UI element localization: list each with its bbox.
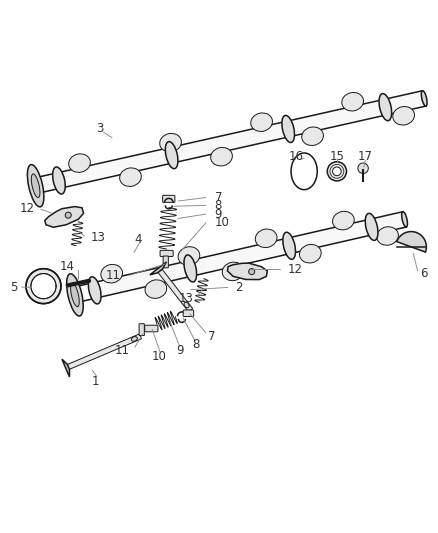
Ellipse shape <box>131 336 138 341</box>
Ellipse shape <box>69 154 90 172</box>
FancyBboxPatch shape <box>183 310 194 317</box>
Text: 5: 5 <box>10 280 17 294</box>
Text: 9: 9 <box>215 208 222 221</box>
Ellipse shape <box>71 283 79 306</box>
Ellipse shape <box>402 212 407 227</box>
Circle shape <box>31 273 56 298</box>
Ellipse shape <box>53 167 65 194</box>
Ellipse shape <box>28 165 44 207</box>
Circle shape <box>332 167 341 176</box>
Ellipse shape <box>291 153 317 190</box>
Text: 12: 12 <box>288 263 303 276</box>
Ellipse shape <box>379 94 392 120</box>
Polygon shape <box>227 263 267 280</box>
Text: 16: 16 <box>289 150 304 163</box>
Ellipse shape <box>88 277 101 304</box>
Ellipse shape <box>283 232 296 260</box>
Polygon shape <box>62 359 70 377</box>
Polygon shape <box>45 207 84 227</box>
Ellipse shape <box>421 91 427 106</box>
Text: 15: 15 <box>329 150 344 163</box>
Text: 10: 10 <box>151 350 166 362</box>
FancyBboxPatch shape <box>139 324 145 335</box>
Ellipse shape <box>165 142 178 169</box>
Text: 10: 10 <box>215 216 230 229</box>
Polygon shape <box>34 91 426 193</box>
Ellipse shape <box>255 229 277 247</box>
Text: 3: 3 <box>96 122 104 135</box>
Ellipse shape <box>184 255 197 282</box>
Text: 1: 1 <box>92 375 99 388</box>
Circle shape <box>65 212 71 218</box>
Polygon shape <box>158 269 193 312</box>
Circle shape <box>327 161 346 181</box>
Text: 13: 13 <box>179 292 194 305</box>
Ellipse shape <box>393 107 414 125</box>
Text: 14: 14 <box>60 260 75 273</box>
Ellipse shape <box>184 302 189 308</box>
Ellipse shape <box>251 113 272 132</box>
Ellipse shape <box>67 274 83 316</box>
Polygon shape <box>150 262 166 275</box>
Text: 17: 17 <box>358 150 373 163</box>
Text: 4: 4 <box>134 233 142 246</box>
Ellipse shape <box>101 264 123 283</box>
Text: 8: 8 <box>193 338 200 351</box>
Text: 11: 11 <box>114 344 130 357</box>
Text: 2: 2 <box>236 281 243 294</box>
Ellipse shape <box>32 174 40 198</box>
Ellipse shape <box>377 227 399 245</box>
Circle shape <box>249 269 255 274</box>
Ellipse shape <box>145 280 167 298</box>
Text: 7: 7 <box>215 191 222 204</box>
Wedge shape <box>397 231 426 252</box>
Text: 8: 8 <box>215 199 222 212</box>
Text: 9: 9 <box>176 344 184 357</box>
Circle shape <box>26 269 61 304</box>
Text: 6: 6 <box>420 268 427 280</box>
Polygon shape <box>73 212 406 303</box>
FancyBboxPatch shape <box>160 251 173 256</box>
FancyBboxPatch shape <box>162 195 175 203</box>
Text: 13: 13 <box>90 231 105 244</box>
Ellipse shape <box>342 92 364 111</box>
Ellipse shape <box>120 168 141 187</box>
Ellipse shape <box>365 213 378 240</box>
Ellipse shape <box>178 247 200 265</box>
Text: 7: 7 <box>208 330 215 343</box>
Ellipse shape <box>222 262 244 281</box>
Ellipse shape <box>160 133 181 152</box>
FancyBboxPatch shape <box>163 256 168 268</box>
Ellipse shape <box>211 148 233 166</box>
Ellipse shape <box>282 116 294 142</box>
Text: 12: 12 <box>20 202 35 215</box>
Ellipse shape <box>302 127 323 146</box>
Circle shape <box>358 163 368 174</box>
Ellipse shape <box>332 211 354 230</box>
Polygon shape <box>67 334 141 369</box>
Ellipse shape <box>300 245 321 263</box>
FancyBboxPatch shape <box>145 325 158 332</box>
Text: 11: 11 <box>106 269 121 282</box>
